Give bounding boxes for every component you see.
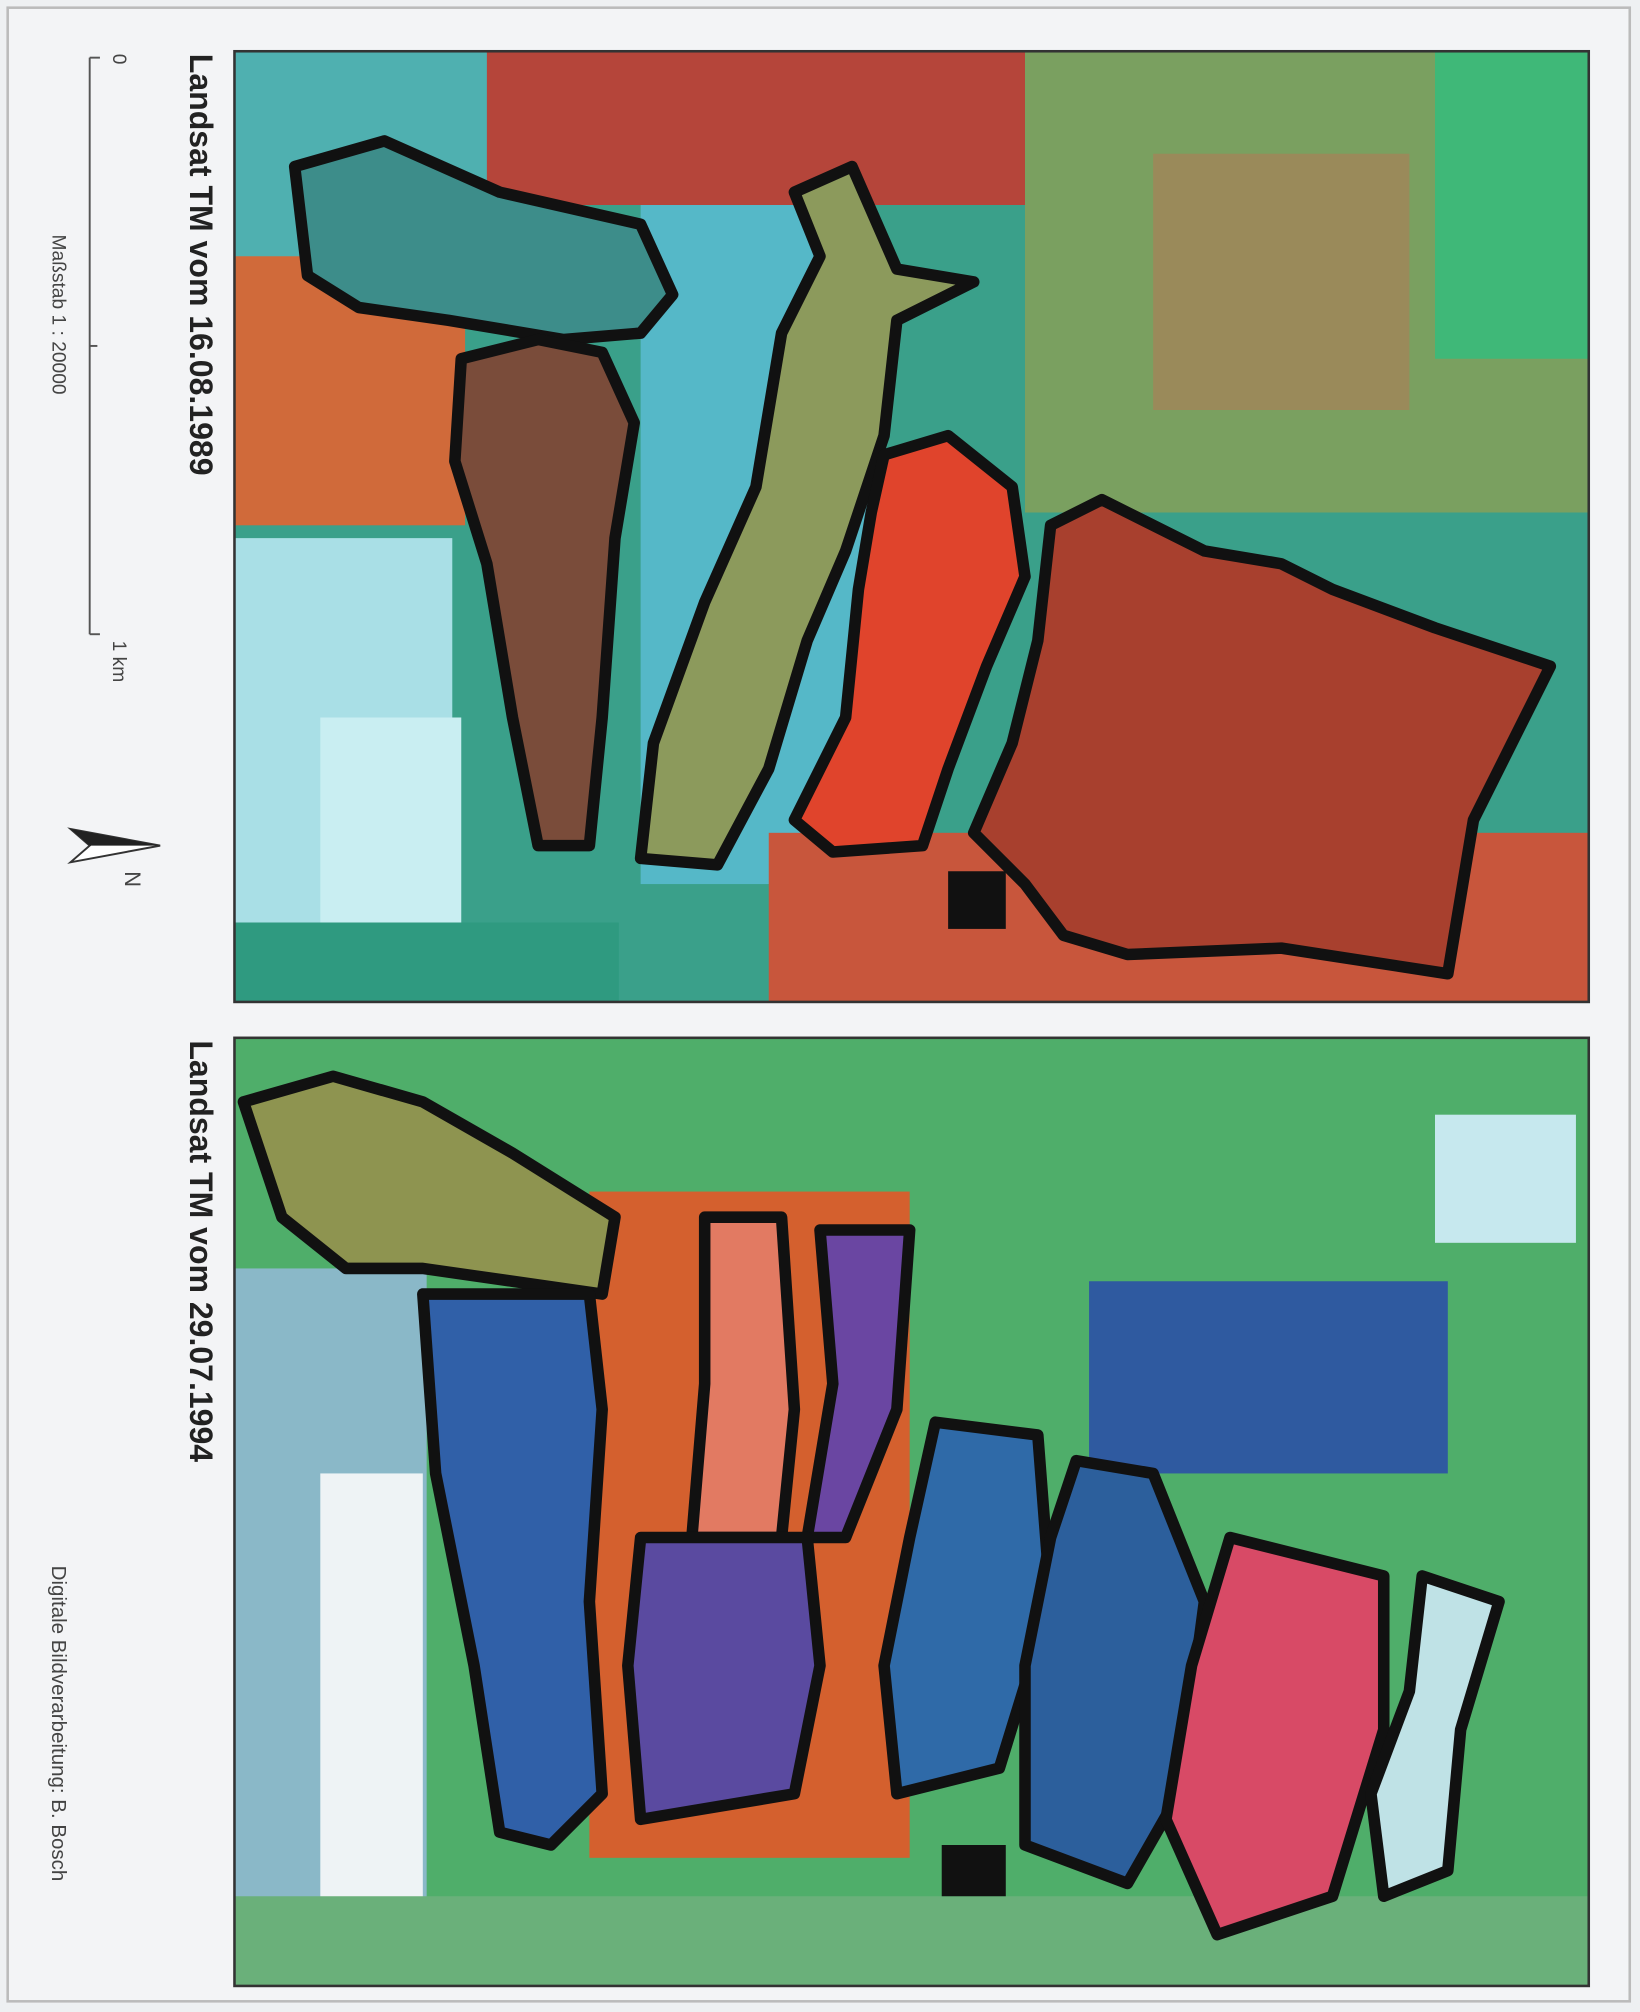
image-panel-1994 — [233, 1036, 1591, 1988]
scale-end: 1 km — [108, 641, 129, 683]
scale-bar — [88, 56, 100, 636]
north-label: N — [120, 871, 145, 887]
image-panel-1989 — [233, 49, 1591, 1004]
north-arrow — [67, 827, 161, 864]
credit: Digitale Bildverarbeitung: B. Bosch — [47, 1566, 70, 1882]
scale-start: 0 — [108, 54, 129, 65]
panel-title: Landsat TM vom 16.08.1989 — [183, 54, 219, 476]
scale-label: Maßstab 1 : 20000 — [48, 234, 69, 394]
panel-title: Landsat TM vom 29.07.1994 — [183, 1040, 219, 1462]
